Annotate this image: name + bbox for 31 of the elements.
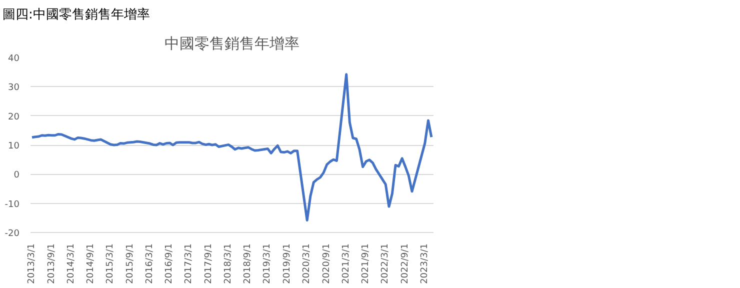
text: 圖四:中國零售銷售年增率 xyxy=(2,6,150,22)
x-tick-label: 2015/3/1 xyxy=(106,244,116,284)
y-tick-label: -10 xyxy=(4,200,20,210)
x-tick-label: 2014/3/1 xyxy=(66,244,76,284)
line-series xyxy=(30,73,433,222)
x-tick-label: 2017/3/1 xyxy=(184,244,194,284)
x-tick-label: 2017/9/1 xyxy=(204,244,214,284)
x-tick-label: 2021/3/1 xyxy=(341,244,352,284)
x-tick-label: 2016/9/1 xyxy=(164,244,175,284)
x-tick-label: 2018/9/1 xyxy=(243,244,254,284)
x-tick-label: 2023/3/1 xyxy=(420,244,430,284)
x-tick-label: 2016/3/1 xyxy=(144,244,155,284)
y-tick-label: 20 xyxy=(8,112,20,122)
chart-title: 中國零售銷售年增率 xyxy=(164,34,300,52)
x-tick-label: 2022/9/1 xyxy=(400,244,410,284)
y-tick-label: 30 xyxy=(8,83,20,94)
y-tick-label: 10 xyxy=(8,142,20,152)
x-tick-label: 2019/9/1 xyxy=(282,244,293,284)
x-tick-label: 2018/3/1 xyxy=(223,244,234,284)
y-tick-label: 40 xyxy=(8,54,20,64)
x-tick-label: 2020/3/1 xyxy=(302,244,312,284)
x-tick-label: 2022/3/1 xyxy=(380,244,391,284)
x-tick-label: 2014/9/1 xyxy=(86,244,96,284)
y-tick-label: -20 xyxy=(4,229,20,239)
x-tick-label: 2019/3/1 xyxy=(262,244,273,284)
x-tick-label: 2020/9/1 xyxy=(322,244,332,284)
y-tick-label: 0 xyxy=(14,170,20,181)
x-tick-label: 2013/9/1 xyxy=(46,244,57,284)
x-tick-label: 2015/9/1 xyxy=(125,244,136,284)
x-tick-label: 2021/9/1 xyxy=(361,244,372,284)
x-tick-label: 2013/3/1 xyxy=(27,244,38,284)
